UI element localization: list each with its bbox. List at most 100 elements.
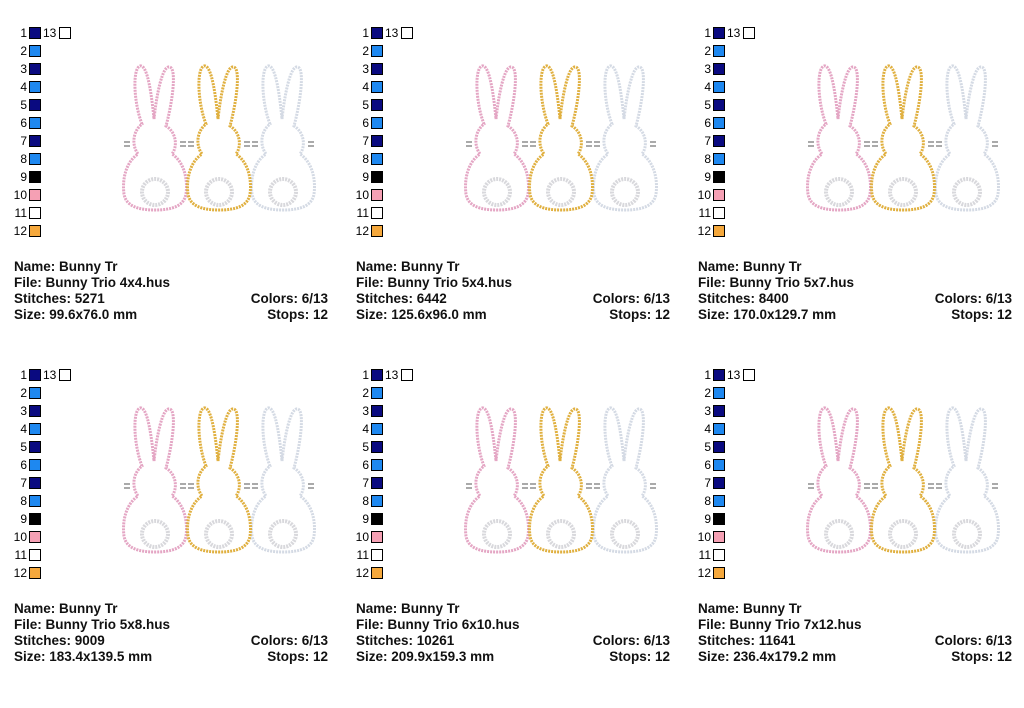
color-swatch-row: 4 (692, 80, 732, 94)
color-swatch-row: 6 (350, 458, 390, 472)
bunny-figure (592, 406, 658, 554)
color-number: 10 (697, 530, 711, 544)
color-swatch-row: 4 (8, 80, 48, 94)
color-count: Colors: 6/13 (592, 291, 670, 306)
color-number: 3 (362, 62, 369, 76)
bunny-figure (122, 406, 188, 554)
color-swatch (713, 369, 725, 381)
design-size: Size: 125.6x96.0 mm (356, 307, 487, 322)
bunny-figure (250, 406, 316, 554)
color-swatch (371, 531, 383, 543)
color-swatch (743, 27, 755, 39)
color-swatch-row: 2 (692, 386, 732, 400)
color-swatch-row: 11 (350, 206, 390, 220)
color-swatch-row: 4 (692, 422, 732, 436)
bunny-figure (186, 406, 252, 554)
color-number: 11 (698, 206, 711, 220)
design-name: Name: Bunny Tr (356, 259, 460, 274)
stop-count: Stops: 12 (609, 307, 670, 322)
design-preview (806, 64, 1000, 212)
color-number: 6 (704, 458, 711, 472)
color-swatch (29, 387, 41, 399)
color-swatch (371, 369, 383, 381)
color-number: 5 (20, 440, 27, 454)
color-number: 4 (704, 422, 711, 436)
color-number: 9 (362, 170, 369, 184)
color-number: 9 (20, 512, 27, 526)
color-swatch (371, 99, 383, 111)
color-swatch-row: 9 (8, 170, 48, 184)
design-preview (806, 406, 1000, 554)
design-size: Size: 99.6x76.0 mm (14, 307, 138, 322)
color-number: 6 (362, 458, 369, 472)
color-number: 7 (20, 476, 27, 490)
color-swatch-row: 7 (350, 476, 390, 490)
color-number: 6 (20, 116, 27, 130)
color-swatch-row: 9 (350, 170, 390, 184)
color-number: 11 (14, 206, 27, 220)
color-swatch (401, 27, 413, 39)
color-number: 13 (43, 26, 57, 40)
color-swatch (713, 117, 725, 129)
color-swatch-row: 3 (8, 404, 48, 418)
color-swatch-row: 2 (8, 386, 48, 400)
color-swatch (713, 27, 725, 39)
color-number: 1 (704, 368, 711, 382)
color-number: 3 (362, 404, 369, 418)
color-swatch (713, 477, 725, 489)
color-swatch-row: 8 (350, 494, 390, 508)
color-swatch (713, 423, 725, 435)
color-number: 1 (20, 26, 27, 40)
color-number: 10 (355, 530, 369, 544)
design-name: Name: Bunny Tr (698, 601, 802, 616)
color-number: 7 (20, 134, 27, 148)
color-swatch (29, 45, 41, 57)
color-swatch (713, 189, 725, 201)
color-swatch-row: 9 (350, 512, 390, 526)
color-swatch-row: 12 (692, 566, 732, 580)
color-swatch (371, 45, 383, 57)
color-swatch-row: 3 (350, 62, 390, 76)
color-swatch (29, 153, 41, 165)
color-swatch-row: 7 (692, 476, 732, 490)
color-number: 11 (356, 548, 369, 562)
color-swatch (371, 441, 383, 453)
color-number: 10 (697, 188, 711, 202)
color-swatch-row: 8 (8, 494, 48, 508)
color-swatch-row: 10 (8, 188, 48, 202)
color-swatch-row: 10 (692, 530, 732, 544)
design-info: Name: Bunny Tr File: Bunny Trio 4x4.hus … (14, 259, 328, 323)
color-number: 8 (704, 494, 711, 508)
color-swatch-row: 6 (692, 458, 732, 472)
bunny-figure (464, 64, 530, 212)
color-swatch-row: 6 (350, 116, 390, 130)
bunny-figure (592, 64, 658, 212)
design-info: Name: Bunny Tr File: Bunny Trio 5x8.hus … (14, 601, 328, 665)
color-number: 8 (362, 494, 369, 508)
color-swatch (713, 459, 725, 471)
color-number: 9 (362, 512, 369, 526)
color-swatch-row: 12 (8, 566, 48, 580)
color-number: 11 (356, 206, 369, 220)
stitch-count: Stitches: 11641 (698, 633, 796, 648)
color-swatch (29, 531, 41, 543)
color-swatch (371, 495, 383, 507)
color-count: Colors: 6/13 (250, 291, 328, 306)
color-swatch (29, 369, 41, 381)
color-swatch (713, 405, 725, 417)
color-swatch-row: 7 (8, 476, 48, 490)
color-swatch-row: 10 (350, 188, 390, 202)
color-swatch (713, 99, 725, 111)
color-number: 7 (362, 134, 369, 148)
color-count: Colors: 6/13 (250, 633, 328, 648)
color-swatch-row: 2 (692, 44, 732, 58)
design-card: 1 13 2 3 4 5 6 7 8 9 10 11 12 (698, 368, 1012, 668)
color-number: 13 (727, 26, 741, 40)
bunny-figure (528, 406, 594, 554)
color-number: 6 (704, 116, 711, 130)
color-swatch-row: 3 (8, 62, 48, 76)
color-swatch (29, 189, 41, 201)
color-swatch-row: 11 (350, 548, 390, 562)
color-swatch (713, 567, 725, 579)
color-number: 12 (697, 224, 711, 238)
